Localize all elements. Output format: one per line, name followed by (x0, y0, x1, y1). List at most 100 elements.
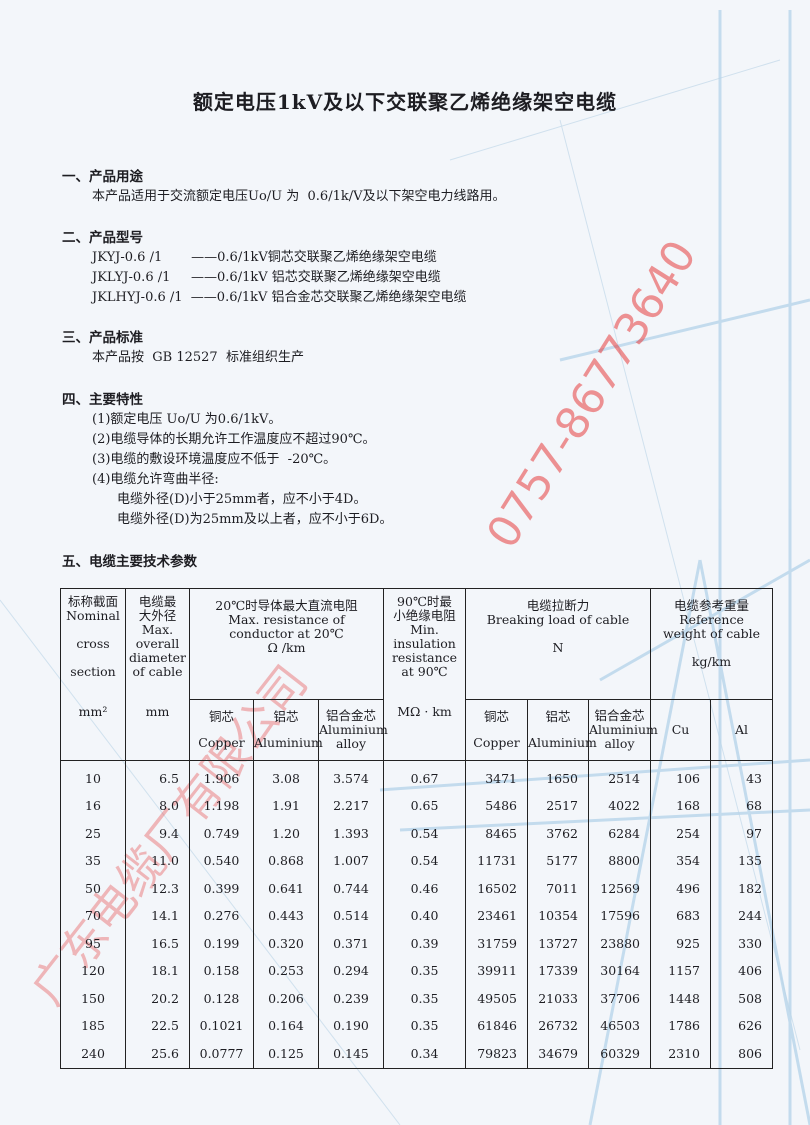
table-cell: 508 (710, 985, 774, 1013)
table-cell: 0.128 (189, 985, 254, 1013)
table-cell: 0.540 (189, 847, 254, 875)
table-cell: 14.1 (125, 902, 190, 930)
table-cell: 0.749 (189, 820, 254, 848)
header-line: alloy (335, 736, 367, 751)
table-cell: 5486 (465, 792, 528, 820)
feature-item: (1)额定电压 Uo/U 为0.6/1kV。 (92, 412, 282, 427)
table-cell: 1786 (650, 1012, 712, 1040)
table-row: 35 11.0 0.540 0.868 1.007 0.54 11731 5177 8800 35… (60, 847, 774, 875)
table-cell: 1.393 (318, 820, 384, 848)
header-line: diameter (128, 650, 187, 665)
table-cell: 244 (710, 902, 774, 930)
table-cell: 135 (710, 847, 774, 875)
table-cell: 49505 (465, 985, 528, 1013)
table-cell: 120 (60, 957, 126, 985)
table-cell: 8.0 (125, 792, 190, 820)
table-cell: 8800 (587, 847, 652, 875)
table-cell: 0.54 (383, 820, 466, 848)
table-cell: 626 (710, 1012, 774, 1040)
table-cell: 39911 (465, 957, 528, 985)
section-heading: 三、产品标准 (62, 330, 143, 346)
header-line: 铝合金芯 (325, 708, 376, 723)
table-subheader-row: 铜芯 Copper 铝芯 Aluminium 铝合金芯 Aluminium alloy … (61, 699, 774, 761)
table-cell: 22.5 (125, 1012, 190, 1040)
table-cell: 2310 (650, 1040, 712, 1069)
table-cell: 1.91 (253, 792, 319, 820)
table-cell: 95 (60, 930, 126, 958)
table-cell: 0.65 (383, 792, 466, 820)
feature-item: (4)电缆允许弯曲半径: (92, 472, 219, 487)
header-line: 铝合金芯 (594, 708, 645, 723)
header-line: Max. (141, 622, 174, 637)
table-cell: 70 (60, 902, 126, 930)
table-cell: 406 (710, 957, 774, 985)
table-cell: 0.1021 (189, 1012, 254, 1040)
header-line: MΩ · km (397, 704, 452, 719)
table-cell: 0.744 (318, 875, 384, 903)
header-section: 标称截面 Nominal cross section mm² (60, 588, 126, 761)
table-cell: 60329 (587, 1040, 652, 1069)
table-cell: 806 (710, 1040, 774, 1069)
header-line: N (552, 640, 564, 655)
header-line: 电缆拉断力 (526, 598, 590, 613)
usage-text: 本产品适用于交流额定电压Uo/U 为 0.6/1k/V及以下架空电力线路用。 (92, 189, 506, 204)
header-insulation: 90℃时最 小绝缘电阻 Min. insulation resistance a… (383, 588, 466, 761)
table-cell: 12569 (587, 875, 652, 903)
table-cell: 3471 (465, 760, 528, 793)
table-cell: 21033 (527, 985, 589, 1013)
table-row: 70 14.1 0.276 0.443 0.514 0.40 23461 10354 17596… (60, 902, 774, 930)
header-line: Copper (473, 735, 520, 750)
table-cell: 34679 (527, 1040, 589, 1069)
table-header-row: 标称截面 Nominal cross section mm² 电缆最 大外径 M… (60, 588, 774, 761)
header-line: alloy (604, 736, 635, 751)
table-cell: 10354 (527, 902, 589, 930)
table-cell: 43 (710, 760, 774, 793)
table-cell: 0.145 (318, 1040, 384, 1069)
header-breaking-aluminium: 铝芯 Aluminium (527, 699, 597, 761)
table-cell: 0.35 (383, 957, 466, 985)
feature-item: (3)电缆的敷设环境温度应不低于 -20℃。 (92, 452, 337, 467)
header-line: cross (76, 636, 110, 651)
table-row: 150 20.2 0.128 0.206 0.239 0.35 49505 21033 3770… (60, 985, 774, 1013)
header-al: Al (710, 699, 774, 761)
table-cell: 0.190 (318, 1012, 384, 1040)
table-cell: 23461 (465, 902, 528, 930)
table-cell: 23880 (587, 930, 652, 958)
header-line: resistance (391, 650, 458, 665)
table-cell: 3762 (527, 820, 589, 848)
table-cell: 11.0 (125, 847, 190, 875)
header-line: Copper (198, 735, 245, 750)
table-cell: 0.253 (253, 957, 319, 985)
header-breaking-copper: 铜芯 Copper (465, 699, 528, 761)
header-line: Ω /km (267, 640, 306, 655)
table-cell: 0.443 (253, 902, 319, 930)
header-line: 铜芯 (208, 709, 234, 724)
table-cell: 7011 (527, 875, 589, 903)
table-cell: 0.371 (318, 930, 384, 958)
header-line: Reference (679, 612, 744, 627)
table-cell: 18.1 (125, 957, 190, 985)
header-copper: 铜芯 Copper (189, 699, 254, 761)
table-cell: 11731 (465, 847, 528, 875)
section-usage: 一、产品用途 本产品适用于交流额定电压Uo/U 为 0.6/1k/V及以下架空电… (62, 167, 506, 207)
table-cell: 182 (710, 875, 774, 903)
table-cell: 4022 (587, 792, 652, 820)
table-cell: 25 (60, 820, 126, 848)
table-cell: 330 (710, 930, 774, 958)
table-cell: 97 (710, 820, 774, 848)
table-cell: 0.276 (189, 902, 254, 930)
table-cell: 2.217 (318, 792, 384, 820)
table-cell: 13727 (527, 930, 589, 958)
table-cell: 25.6 (125, 1040, 190, 1069)
header-line: section (70, 664, 116, 679)
table-cell: 30164 (587, 957, 652, 985)
table-cell: 683 (650, 902, 712, 930)
header-line: 铝芯 (273, 709, 299, 724)
header-line: 小绝缘电阻 (393, 608, 456, 623)
header-line: Breaking load of cable (486, 612, 630, 627)
header-line: Min. (410, 622, 439, 637)
header-line: 电缆参考重量 (674, 598, 750, 613)
table-cell: 16 (60, 792, 126, 820)
header-line: 大外径 (138, 608, 177, 623)
header-line: 铝芯 (545, 709, 571, 724)
